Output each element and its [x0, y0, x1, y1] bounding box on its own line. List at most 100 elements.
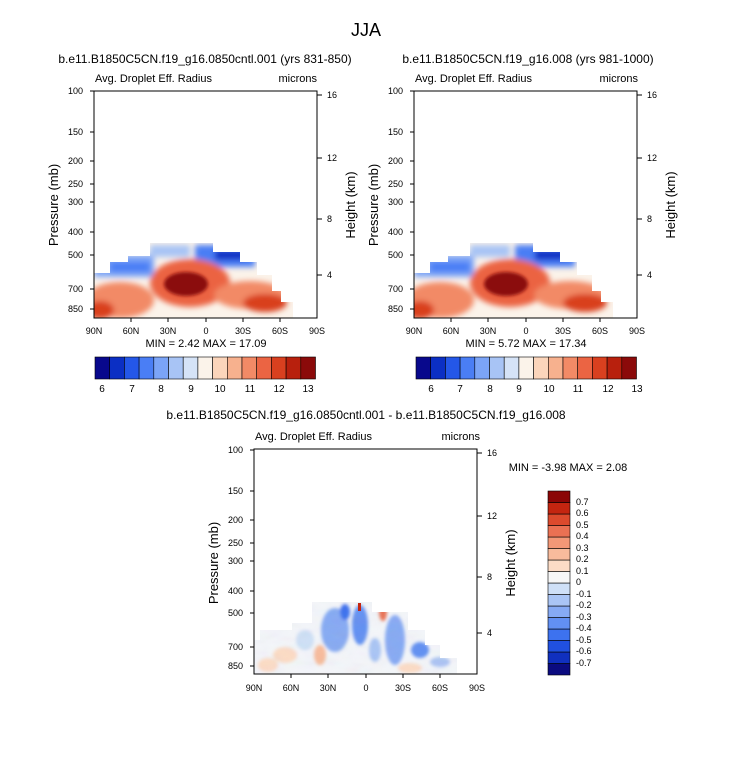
panel-1-colorbar-swatch	[109, 356, 125, 380]
panel-1-x-tick: 90N	[86, 326, 103, 336]
panel-1-field-core	[164, 272, 208, 296]
panel-3-colorbar-swatch	[547, 617, 571, 630]
panel-2-colorbar-label: 6	[428, 384, 434, 395]
panel-1-y-tick: 250	[68, 179, 83, 189]
panel-2-variable-label: Avg. Droplet Eff. Radius	[415, 73, 532, 85]
panel-1-x-tick: 90S	[309, 326, 325, 336]
panel-3-x-tick: 90N	[246, 683, 263, 693]
panel-1-colorbar-swatch	[241, 356, 257, 380]
panel-3-colorbar-swatch	[547, 640, 571, 653]
panel-1-y-tick: 500	[68, 250, 83, 260]
panel-3-y-tick: 400	[228, 586, 243, 596]
figure-title: JJA	[351, 20, 381, 40]
panel-2-field-cell	[481, 233, 484, 242]
panel-1-field-cell	[110, 262, 150, 272]
panel-1-colorbar-swatch	[300, 356, 316, 380]
panel-2-colorbar-label: 9	[516, 384, 522, 395]
panel-3-colorbar-label: -0.7	[576, 658, 592, 668]
panel-3-y-tick: 300	[228, 556, 243, 566]
panel-2-colorbar-swatch	[474, 356, 490, 380]
panel-3-x-tick: 30N	[320, 683, 337, 693]
panel-1-y-tick: 700	[68, 284, 83, 294]
panel-2-colorbar-swatch	[459, 356, 476, 380]
panel-2-colorbar-swatch	[445, 356, 461, 380]
panel-2-field	[414, 233, 613, 318]
panel-3-variable-label: Avg. Droplet Eff. Radius	[255, 431, 372, 443]
panel-2-colorbar	[415, 356, 637, 380]
panel-2-y2-tick: 12	[647, 153, 657, 163]
panel-2-field-core	[484, 272, 528, 296]
panel-2-colorbar-label: 12	[602, 384, 614, 395]
panel-1-colorbar-swatch	[124, 356, 140, 380]
panel-3-colorbar-label: 0.7	[576, 497, 589, 507]
panel-2-x-tick: 60N	[443, 326, 460, 336]
panel-1-colorbar-swatch	[168, 356, 184, 380]
panel-3-colorbar-swatch	[547, 605, 571, 618]
panel-3-colorbar-label: -0.2	[576, 600, 592, 610]
panel-1-stats: MIN = 2.42 MAX = 17.09	[145, 338, 266, 350]
panel-1-y-tick: 850	[68, 304, 83, 314]
panel-2-title: b.e11.B1850C5CN.f19_g16.008 (yrs 981-100…	[402, 52, 653, 66]
panel-1-colorbar-label: 9	[188, 384, 194, 395]
panel-3-colorbar-label: 0	[576, 577, 581, 587]
panel-2-field-cell	[563, 294, 607, 312]
panel-1-y-tick: 150	[68, 127, 83, 137]
panel-2-field-cell	[470, 245, 510, 257]
panel-1-y2-tick: 8	[327, 214, 332, 224]
panel-2-y-tick: 150	[388, 127, 403, 137]
panel-3-y2-tick: 12	[487, 511, 497, 521]
panel-3-colorbar-swatch	[547, 663, 571, 676]
panel-3-colorbar-swatch	[547, 502, 571, 515]
panel-2-field-cell	[430, 262, 470, 272]
panel-2-colorbar-swatch	[518, 356, 534, 380]
panel-1-field-cell	[150, 245, 190, 257]
panel-3-colorbar-swatch	[547, 582, 571, 595]
panel-3-y-tick: 150	[228, 486, 243, 496]
panel-1-units-label: microns	[278, 73, 317, 85]
panel-2-y2-tick: 8	[647, 214, 652, 224]
panel-2-x-tick: 30S	[555, 326, 571, 336]
panel-2-y-tick: 100	[388, 86, 403, 96]
panel-2-field-cell	[414, 301, 434, 318]
panel-3-colorbar-label: 0.5	[576, 520, 589, 530]
panel-2-colorbar-swatch	[415, 356, 431, 380]
panel-3-y-tick: 250	[228, 538, 243, 548]
panel-3-x-tick: 30S	[395, 683, 411, 693]
panel-1-colorbar-label: 12	[273, 384, 285, 395]
panel-2-y-tick: 700	[388, 284, 403, 294]
panel-3-y2-axis-label: Height (km)	[503, 529, 518, 596]
panel-3-colorbar-swatch	[547, 594, 571, 607]
panel-1-y-tick: 300	[68, 197, 83, 207]
panel-3-colorbar-label: 0.1	[576, 566, 589, 576]
panel-2-x-tick: 60S	[592, 326, 608, 336]
panel-2-colorbar-swatch	[592, 356, 608, 380]
panel-3-colorbar-swatch	[547, 571, 571, 584]
panel-1-variable-label: Avg. Droplet Eff. Radius	[95, 73, 212, 85]
panel-2-colorbar-swatch	[547, 356, 564, 380]
panel-2-y-tick: 850	[388, 304, 403, 314]
panel-3: b.e11.B1850C5CN.f19_g16.0850cntl.001 - b…	[166, 408, 627, 693]
panel-3-field-noise	[254, 602, 457, 674]
panel-3-y-tick: 500	[228, 608, 243, 618]
panel-1-x-tick: 0	[203, 326, 208, 336]
panel-2-y-tick: 300	[388, 197, 403, 207]
panel-3-colorbar-label: -0.1	[576, 589, 592, 599]
panel-3-colorbar	[547, 490, 571, 676]
panel-1-y2-tick: 12	[327, 153, 337, 163]
panel-1-colorbar-label: 6	[99, 384, 105, 395]
panel-2-colorbar-label: 11	[573, 384, 584, 395]
panel-3-y-tick: 100	[228, 445, 243, 455]
panel-1-field-cell	[243, 294, 287, 312]
panel-1-colorbar-label: 13	[302, 384, 314, 395]
panel-2-stats: MIN = 5.72 MAX = 17.34	[465, 338, 586, 350]
panel-1-y2-tick: 4	[327, 270, 332, 280]
panel-3-x-tick: 0	[363, 683, 368, 693]
panel-2-colorbar-swatch	[430, 356, 446, 380]
panel-2-x-tick: 0	[523, 326, 528, 336]
panel-1-colorbar-swatch	[94, 356, 110, 380]
panel-2-colorbar-swatch	[606, 356, 623, 380]
panel-1-x-tick: 60N	[123, 326, 140, 336]
panel-3-colorbar-swatch	[547, 628, 571, 641]
panel-3-y-tick: 850	[228, 661, 243, 671]
